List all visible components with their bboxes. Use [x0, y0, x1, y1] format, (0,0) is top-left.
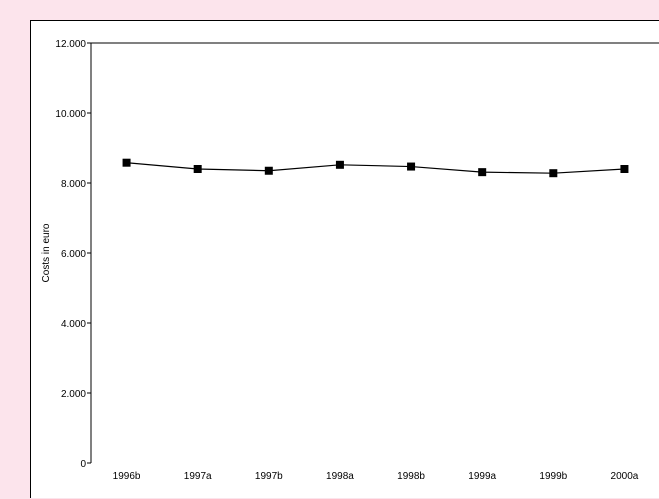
y-tick-label: 10.000 — [55, 109, 86, 120]
data-point-marker — [620, 165, 629, 173]
x-axis: 1996b 1997a 1997b 1998a 1998b 1999a 1999b 2000a — [113, 471, 639, 482]
data-point-marker — [193, 165, 202, 173]
x-tick-label: 1998b — [397, 471, 425, 482]
x-tick-label: 1999a — [468, 471, 496, 482]
x-tick-label: 1998a — [326, 471, 354, 482]
x-tick-label: 1997b — [255, 471, 283, 482]
y-tick-label: 6.000 — [61, 249, 86, 260]
x-tick-label: 1997a — [184, 471, 212, 482]
data-point-marker — [478, 168, 487, 177]
y-axis: 0 2.000 4.000 6.000 8.000 10.000 12.000 — [55, 39, 91, 470]
y-tick-label: 4.000 — [61, 319, 86, 330]
data-point-marker — [335, 160, 344, 169]
data-point-marker — [549, 169, 558, 178]
y-tick-label: 0 — [80, 459, 86, 470]
y-tick-label: 12.000 — [55, 39, 86, 50]
x-tick-label: 1999b — [539, 471, 567, 482]
chart-panel: 0 2.000 4.000 6.000 8.000 10.000 12.000 1996b 1… — [30, 20, 659, 498]
data-point-marker — [122, 158, 131, 167]
y-axis-title: Costs in euro — [41, 223, 52, 282]
x-tick-label: 1996b — [113, 471, 141, 482]
y-tick-label: 8.000 — [61, 179, 86, 190]
data-point-marker — [407, 162, 416, 171]
series-line — [126, 162, 625, 174]
x-tick-label: 2000a — [611, 471, 639, 482]
data-point-marker — [264, 166, 273, 175]
plot-area — [90, 42, 659, 463]
y-tick-label: 2.000 — [61, 389, 86, 400]
series-layer — [122, 158, 629, 178]
